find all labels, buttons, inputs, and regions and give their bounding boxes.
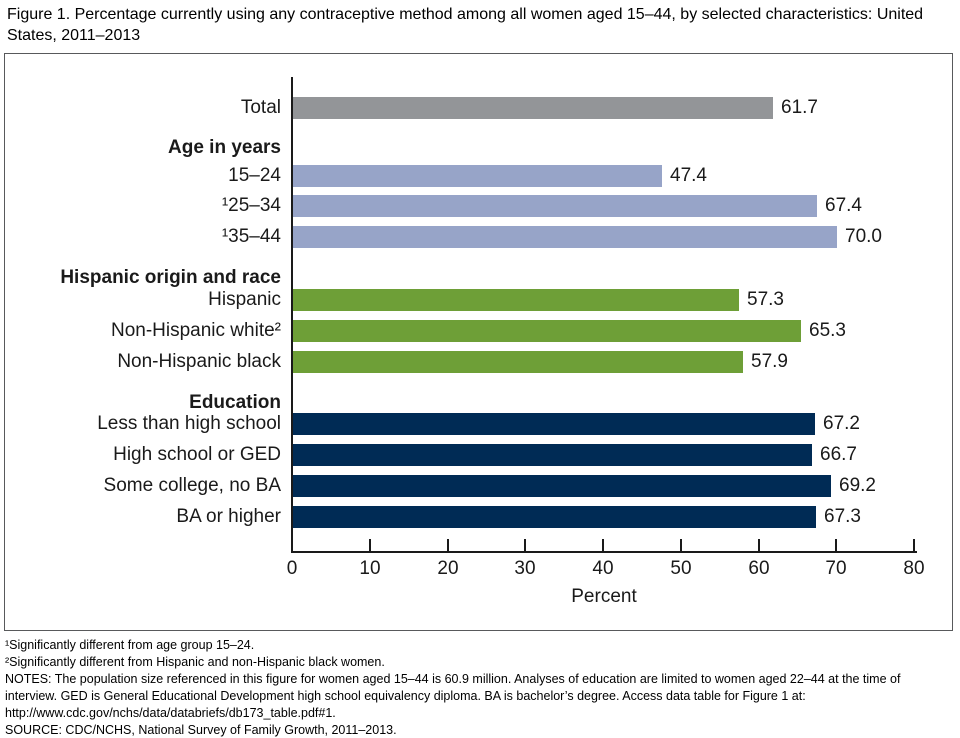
x-axis-tick-label: 0	[286, 558, 298, 579]
x-axis-tick-label: 10	[359, 558, 381, 579]
group-header: Hispanic origin and race	[60, 267, 281, 288]
value-label: 67.3	[824, 506, 861, 527]
x-axis-tick	[447, 539, 449, 551]
footnote-1: ¹Significantly different from age group …	[5, 638, 255, 652]
x-axis-tick	[835, 539, 837, 551]
x-axis-line	[291, 551, 917, 553]
x-axis-tick-label: 20	[437, 558, 459, 579]
category-label: ¹35–44	[221, 226, 281, 247]
bar-education	[293, 475, 831, 497]
value-label: 66.7	[820, 444, 857, 465]
figure-title: Figure 1. Percentage currently using any…	[7, 6, 924, 44]
category-label: Less than high school	[97, 413, 281, 434]
footnote-notes: NOTES: The population size referenced in…	[5, 672, 901, 720]
category-label: Some college, no BA	[103, 475, 281, 496]
bar-race	[293, 289, 739, 311]
category-label: Non-Hispanic white²	[110, 320, 281, 341]
category-label: Total	[240, 97, 281, 118]
bar-age	[293, 165, 662, 187]
value-label: 67.4	[825, 195, 862, 216]
category-label: Hispanic	[208, 289, 281, 310]
value-label: 70.0	[845, 226, 882, 247]
value-label: 69.2	[839, 475, 876, 496]
category-label: BA or higher	[176, 506, 281, 527]
bar-education	[293, 444, 812, 466]
category-label: 15–24	[228, 165, 281, 186]
group-header: Age in years	[168, 137, 281, 158]
x-axis-tick	[524, 539, 526, 551]
bar-total	[293, 97, 773, 119]
x-axis-tick-label: 80	[903, 558, 925, 579]
x-axis-tick-label: 60	[748, 558, 770, 579]
bar-education	[293, 413, 815, 435]
bar-age	[293, 226, 837, 248]
x-axis-tick	[602, 539, 604, 551]
footnote-source: SOURCE: CDC/NCHS, National Survey of Fam…	[5, 723, 397, 737]
x-axis-tick-label: 30	[514, 558, 536, 579]
chart-frame: Total 61.7 Age in years 15–24 47.4 ¹25–34 67.4…	[4, 53, 953, 631]
x-axis-tick-label: 40	[592, 558, 614, 579]
bar-race	[293, 320, 801, 342]
y-axis-line	[291, 77, 293, 553]
x-axis-tick	[369, 539, 371, 551]
value-label: 47.4	[670, 165, 707, 186]
category-label: Non-Hispanic black	[117, 351, 281, 372]
bar-race	[293, 351, 743, 373]
value-label: 61.7	[781, 97, 818, 118]
x-axis-tick-label: 50	[670, 558, 692, 579]
value-label: 57.3	[747, 289, 784, 310]
category-label: ¹25–34	[221, 195, 281, 216]
x-axis-tick	[913, 539, 915, 551]
x-axis-title: Percent	[571, 586, 637, 607]
category-label: High school or GED	[113, 444, 281, 465]
value-label: 67.2	[823, 413, 860, 434]
x-axis-tick	[680, 539, 682, 551]
footnote-2: ²Significantly different from Hispanic a…	[5, 655, 385, 669]
bar-education	[293, 506, 816, 528]
value-label: 65.3	[809, 320, 846, 341]
group-header: Education	[189, 392, 281, 413]
bar-age	[293, 195, 817, 217]
value-label: 57.9	[751, 351, 788, 372]
x-axis-tick-label: 70	[825, 558, 847, 579]
x-axis-tick	[758, 539, 760, 551]
footnotes: ¹Significantly different from age group …	[5, 637, 955, 738]
